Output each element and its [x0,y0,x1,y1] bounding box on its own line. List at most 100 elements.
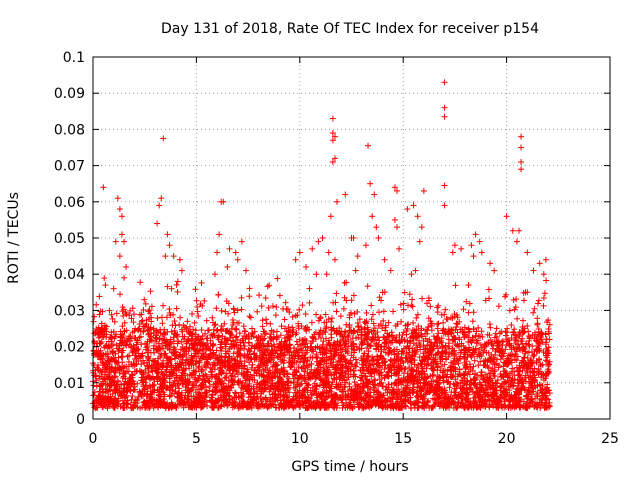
data-point [531,305,538,312]
data-point [376,294,383,301]
grid-lines [93,57,610,419]
data-point [246,339,253,346]
data-point [473,339,480,346]
data-point [446,384,453,391]
data-point [278,323,285,330]
data-point [141,296,148,303]
data-point [289,313,296,320]
data-point [160,345,167,352]
data-point [274,275,281,282]
data-point [101,275,108,282]
data-point [418,333,425,340]
data-point [435,320,442,327]
data-point [120,312,127,319]
data-point [96,311,103,318]
data-point [409,296,416,303]
data-point [193,297,200,304]
data-point [246,313,253,320]
data-point [474,337,481,344]
data-point [256,292,263,299]
data-point [284,306,291,313]
data-point [308,391,315,398]
data-point [192,327,199,334]
data-point [240,323,247,330]
data-point [281,316,288,323]
data-point [369,311,376,318]
data-point [91,330,98,337]
data-point [174,340,181,347]
data-point [209,314,216,321]
data-point [295,364,302,371]
data-point [130,386,137,393]
data-point [541,290,548,297]
data-point [203,317,210,324]
data-point [259,323,266,330]
data-point [317,327,324,334]
data-point [192,286,199,293]
data-point [137,279,144,286]
data-point [273,304,280,311]
data-point [266,282,273,289]
data-point [543,336,550,343]
data-point [101,396,108,403]
data-point [121,319,128,326]
data-point [460,306,467,313]
data-point [530,369,537,376]
data-point [150,382,157,389]
data-point [410,340,417,347]
data-point [261,342,268,349]
data-point [122,309,129,316]
data-point [272,312,279,319]
data-point [470,309,477,316]
data-point [534,315,541,322]
data-point [234,307,241,314]
data-points [90,79,553,412]
data-point [91,313,98,320]
data-point [482,297,489,304]
data-point [516,364,523,371]
data-point [485,286,492,293]
data-point [128,315,135,322]
data-point [368,302,375,309]
data-point [215,291,222,298]
data-point [292,331,299,338]
data-point [439,343,446,350]
data-point [486,332,493,339]
data-point [140,306,147,313]
data-point [213,305,220,312]
data-point [534,300,541,307]
data-point [380,308,387,315]
data-point [465,309,472,316]
data-point [142,300,149,307]
data-point [525,349,532,356]
data-point [198,279,205,286]
data-point [353,359,360,366]
data-point [525,328,532,335]
data-point [158,314,165,321]
data-point [308,319,315,326]
data-point [302,311,309,318]
data-point [232,390,239,397]
data-point [385,319,392,326]
data-point [284,370,291,377]
data-point [206,378,213,385]
data-point [238,294,245,301]
data-point [376,370,383,377]
data-point [540,294,547,301]
data-point [520,297,527,304]
data-point [261,331,268,338]
data-point [134,326,141,333]
data-point [296,306,303,313]
data-point [159,320,166,327]
data-point [352,362,359,369]
data-point [410,319,417,326]
data-point [333,290,340,297]
data-point [119,323,126,330]
data-point [145,353,152,360]
data-point [452,282,459,289]
data-point [138,318,145,325]
data-point [109,348,116,355]
data-point [238,306,245,313]
data-point [400,300,407,307]
data-point [198,326,205,333]
